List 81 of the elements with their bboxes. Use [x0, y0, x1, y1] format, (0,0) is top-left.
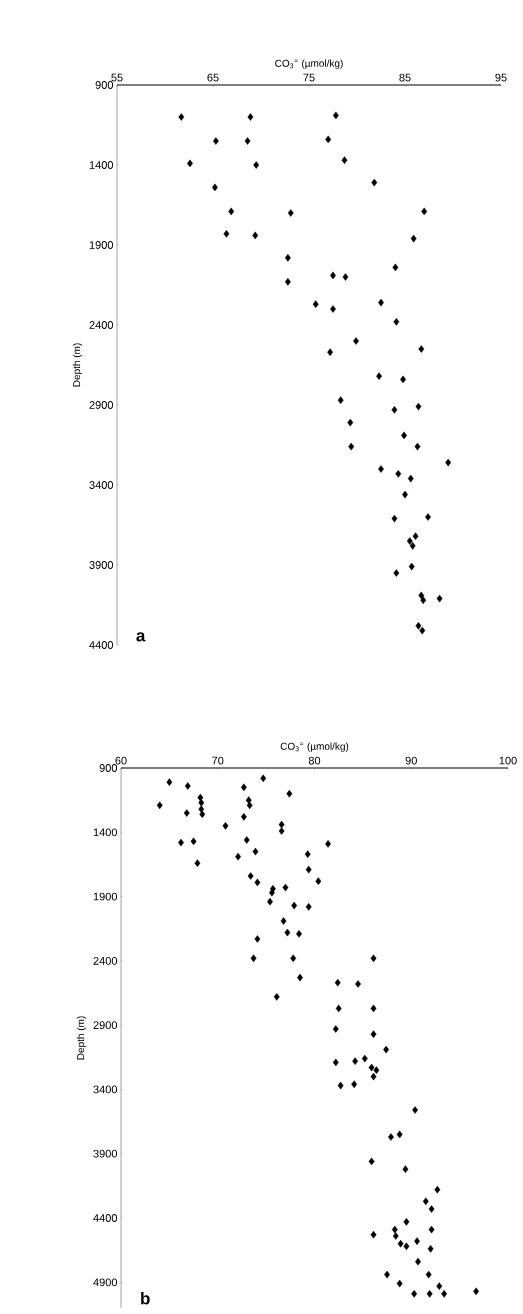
point	[421, 207, 428, 216]
y-tick-label: 2900	[89, 401, 114, 409]
point	[393, 569, 400, 577]
y-tick-label: 1400	[93, 828, 118, 837]
x-tick-label: 70	[212, 756, 224, 765]
x-tick-label: 65	[207, 73, 219, 82]
point	[228, 207, 235, 216]
point	[436, 594, 443, 603]
point	[410, 234, 417, 243]
x-tick-label: 95	[495, 73, 507, 82]
point	[412, 532, 419, 540]
x-tick-label: 55	[111, 73, 123, 82]
point	[392, 263, 399, 272]
y-tick-label: 1900	[89, 241, 114, 249]
point	[407, 474, 414, 483]
point	[391, 406, 398, 414]
y-tick-label: 3900	[93, 1149, 118, 1158]
annotation: b	[141, 1291, 150, 1305]
y-tick-label: 3400	[89, 481, 114, 489]
point	[418, 591, 425, 600]
y-tick-label: 2400	[93, 956, 118, 965]
point	[327, 348, 334, 356]
point	[418, 345, 425, 353]
point	[406, 537, 413, 545]
point	[395, 470, 402, 478]
point	[371, 178, 378, 187]
point	[284, 254, 291, 262]
y-axis-title: Depth (m)	[72, 343, 83, 387]
point	[376, 372, 382, 380]
point	[247, 113, 254, 121]
y-tick-label: 4400	[89, 641, 114, 649]
x-tick-label: 90	[405, 756, 417, 765]
point	[341, 156, 348, 164]
y-tick-label: 1400	[89, 161, 114, 169]
x-tick-label: 75	[303, 73, 315, 82]
point	[287, 209, 294, 217]
x-axis-title: CO$_{3}$$^{=}$ (µmol/kg)	[275, 59, 343, 69]
point	[415, 622, 422, 630]
annotation: a	[136, 632, 146, 642]
y-tick-label: 2400	[89, 321, 114, 329]
y-tick-label: 3400	[93, 1085, 118, 1094]
point	[408, 562, 415, 571]
point	[425, 513, 431, 521]
y-tick-label: 900	[95, 81, 114, 89]
x-axis-title: CO$_{3}$$^{=}$ (µmol/kg)	[280, 742, 349, 752]
point	[419, 626, 426, 635]
point	[244, 137, 251, 145]
x-tick-label: 80	[308, 756, 321, 765]
point	[420, 596, 427, 604]
point	[348, 442, 355, 451]
point	[391, 514, 398, 523]
point	[393, 318, 400, 326]
y-axis-title: Depth (m)	[76, 1016, 87, 1060]
x-tick-label: 85	[399, 73, 411, 82]
y-tick-label: 900	[99, 764, 118, 772]
x-tick-label: 60	[115, 756, 127, 765]
y-tick-label: 4400	[93, 1214, 118, 1222]
point	[178, 113, 185, 121]
x-tick-label: 100	[499, 756, 517, 765]
y-tick-label: 4900	[93, 1278, 118, 1287]
point	[330, 305, 336, 313]
point	[378, 465, 384, 473]
point	[342, 273, 349, 281]
point	[284, 278, 291, 286]
point	[252, 231, 259, 240]
point	[409, 542, 416, 550]
point	[312, 300, 319, 308]
point	[332, 111, 339, 120]
point	[253, 161, 260, 169]
y-tick-label: 3900	[89, 561, 114, 569]
y-tick-label: 1900	[93, 892, 118, 901]
point	[445, 458, 452, 467]
point	[415, 402, 422, 411]
point	[337, 396, 344, 404]
point	[325, 135, 332, 144]
point	[212, 137, 219, 145]
y-tick-label: 2900	[93, 1021, 118, 1030]
point	[223, 230, 230, 238]
point	[353, 337, 359, 345]
point	[414, 442, 421, 451]
point	[347, 418, 354, 427]
